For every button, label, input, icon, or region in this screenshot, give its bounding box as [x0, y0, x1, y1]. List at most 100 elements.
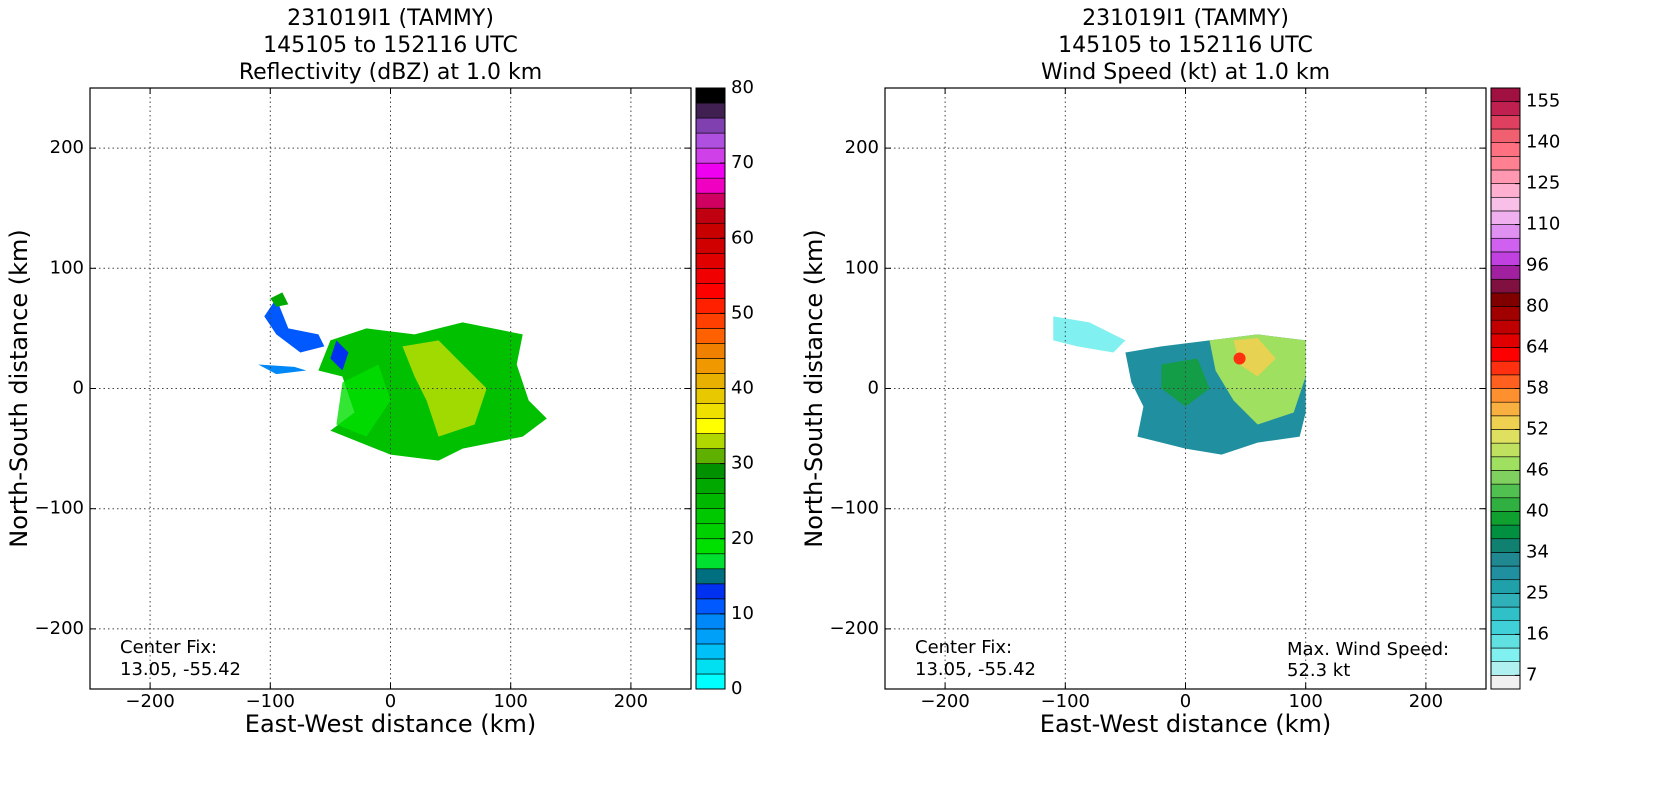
- chart-title: 145105 to 152116 UTC: [263, 33, 518, 58]
- colorbar-cell: [695, 508, 726, 525]
- y-tick-label: 100: [50, 257, 84, 278]
- colorbar-cell: [695, 313, 726, 329]
- colorbar-tick-label: 7: [1526, 664, 1537, 685]
- y-tick-label: 100: [845, 257, 879, 278]
- annotation: Center Fix:: [915, 637, 1012, 658]
- colorbar-cell: [695, 673, 726, 690]
- colorbar-cell: [1490, 237, 1521, 253]
- colorbar-tick-label: 30: [731, 453, 754, 474]
- colorbar-cell: [1490, 661, 1521, 676]
- colorbar-cell: [1490, 497, 1521, 512]
- colorbar-cell: [1490, 675, 1521, 690]
- colorbar-cell: [695, 267, 726, 284]
- x-tick-label: 0: [385, 691, 396, 712]
- colorbar-cell: [1490, 593, 1521, 608]
- colorbar-cell: [1490, 401, 1521, 417]
- colorbar-cell: [1490, 579, 1521, 594]
- colorbar-cell: [1490, 483, 1521, 499]
- colorbar-cell: [1490, 278, 1521, 294]
- colorbar-cell: [1490, 620, 1521, 635]
- wind-field: [1053, 316, 1306, 455]
- colorbar-cell: [695, 328, 726, 344]
- x-tick-label: 200: [614, 691, 648, 712]
- colorbar-tick-label: 96: [1526, 255, 1549, 276]
- colorbar-cell: [695, 553, 726, 570]
- colorbar-cell: [1490, 538, 1521, 553]
- colorbar-cell: [695, 207, 726, 224]
- colorbar-cell: [1490, 388, 1521, 403]
- colorbar-tick-label: 60: [731, 227, 754, 248]
- x-axis-label: East-West distance (km): [245, 710, 536, 738]
- colorbar-cell: [695, 192, 726, 209]
- colorbar-cell: [695, 448, 726, 464]
- x-tick-label: 100: [494, 691, 528, 712]
- colorbar-cell: [1490, 169, 1521, 184]
- colorbar-tick-label: 80: [731, 77, 754, 98]
- colorbar-tick-label: 40: [731, 378, 754, 399]
- colorbar-cell: [1490, 470, 1521, 485]
- colorbar-cell: [1490, 292, 1521, 307]
- colorbar-cell: [695, 628, 726, 645]
- colorbar-cell: [1490, 524, 1521, 540]
- colorbar-tick-label: 110: [1526, 214, 1560, 235]
- colorbar-tick-label: 52: [1526, 418, 1549, 439]
- colorbar-cell: [695, 403, 726, 419]
- colorbar-cell: [1490, 456, 1521, 471]
- colorbar-cell: [695, 463, 726, 479]
- y-axis-label: North-South distance (km): [800, 229, 828, 548]
- colorbar-tick-label: 46: [1526, 459, 1549, 480]
- annotation: 13.05, -55.42: [915, 659, 1036, 680]
- colorbar-cell: [695, 493, 726, 509]
- plot-frame: [89, 87, 692, 690]
- colorbar-cell: [695, 117, 726, 134]
- colorbar-cell: [1490, 196, 1521, 212]
- colorbar-cell: [695, 613, 726, 630]
- colorbar-cell: [1490, 347, 1521, 362]
- annotation: Max. Wind Speed:: [1287, 639, 1449, 660]
- colorbar-cell: [695, 658, 726, 675]
- colorbar-tick-label: 64: [1526, 337, 1549, 358]
- colorbar-tick-label: 155: [1526, 91, 1560, 112]
- y-tick-label: −200: [830, 618, 879, 639]
- radar-echo: [258, 292, 547, 461]
- colorbar-tick-label: 34: [1526, 541, 1549, 562]
- colorbar-cell: [695, 132, 726, 149]
- colorbar-cell: [1490, 606, 1521, 622]
- x-tick-label: −100: [1041, 691, 1090, 712]
- colorbar-cell: [1490, 647, 1521, 662]
- colorbar-cell: [695, 523, 726, 540]
- colorbar-cell: [695, 298, 726, 314]
- chart-title: 231019I1 (TAMMY): [1082, 6, 1289, 31]
- colorbar-cell: [1490, 415, 1521, 430]
- colorbar-cell: [695, 538, 726, 555]
- colorbar-tick-label: 125: [1526, 173, 1560, 194]
- colorbar-cell: [695, 373, 726, 389]
- colorbar-tick-label: 16: [1526, 623, 1549, 644]
- colorbar-cell: [1490, 155, 1521, 171]
- x-tick-label: 200: [1409, 691, 1443, 712]
- colorbar-cell: [695, 222, 726, 239]
- colorbar-cell: [1490, 360, 1521, 376]
- colorbar-tick-label: 80: [1526, 296, 1549, 317]
- colorbar-cell: [695, 388, 726, 404]
- y-tick-label: 0: [868, 378, 879, 399]
- colorbar-cell: [695, 568, 726, 585]
- colorbar-tick-label: 50: [731, 302, 754, 323]
- colorbar-tick-label: 25: [1526, 582, 1549, 603]
- colorbar-cell: [1490, 224, 1521, 239]
- colorbar-cell: [1490, 101, 1521, 116]
- x-tick-label: −200: [920, 691, 969, 712]
- x-tick-label: −200: [125, 691, 174, 712]
- colorbar-cell: [695, 147, 726, 164]
- colorbar-cell: [1490, 251, 1521, 266]
- colorbar-cell: [1490, 115, 1521, 130]
- colorbar-cell: [1490, 265, 1521, 280]
- annotation: 52.3 kt: [1287, 660, 1350, 681]
- colorbar-tick-label: 70: [731, 152, 754, 173]
- y-tick-label: −200: [35, 618, 84, 639]
- colorbar-cell: [695, 177, 726, 194]
- colorbar-cell: [695, 87, 726, 104]
- colorbar-cell: [1490, 319, 1521, 335]
- annotation: 13.05, -55.42: [120, 659, 241, 680]
- colorbar-tick-label: 58: [1526, 378, 1549, 399]
